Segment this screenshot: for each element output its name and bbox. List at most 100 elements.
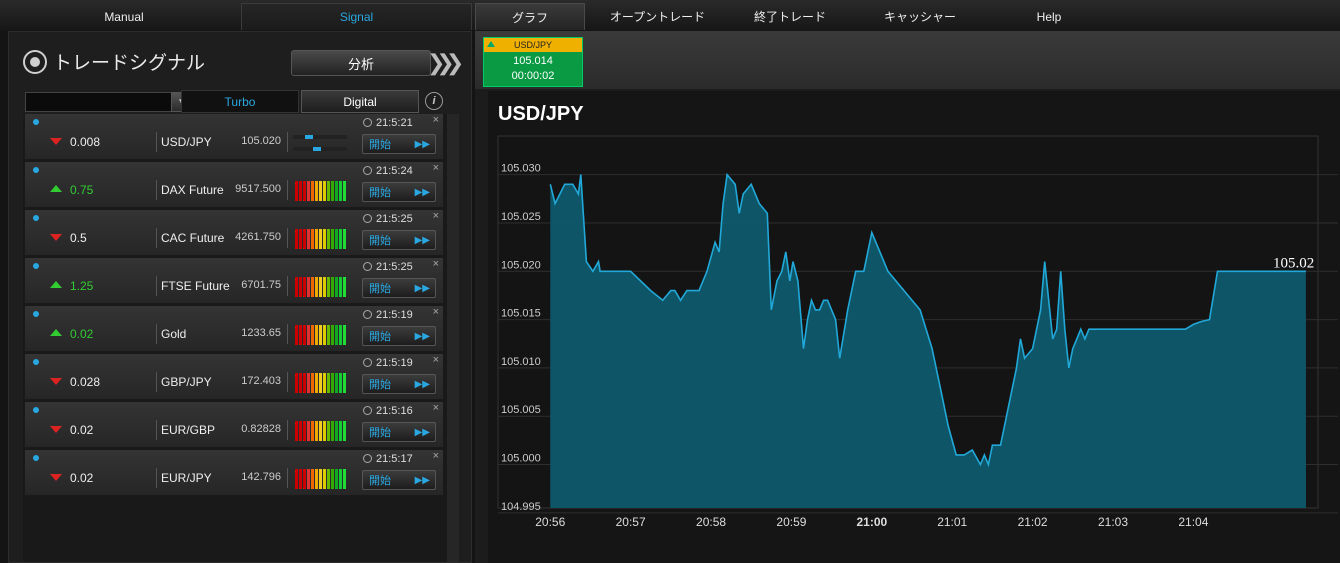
- change-value: 1.25: [70, 279, 94, 293]
- mini-ticker-timer: 00:00:02: [511, 70, 555, 82]
- start-button[interactable]: 開始 ▶▶: [362, 470, 436, 490]
- change-value: 0.008: [70, 135, 101, 149]
- start-button[interactable]: 開始 ▶▶: [362, 182, 436, 202]
- down-arrow-icon: [50, 378, 62, 385]
- x-tick-label: 21:00: [856, 515, 887, 529]
- start-button-label: 開始: [369, 379, 391, 391]
- start-button[interactable]: 開始 ▶▶: [362, 422, 436, 442]
- up-arrow-icon: [50, 185, 62, 192]
- signal-strength-meter-secondary: [293, 147, 347, 151]
- start-button[interactable]: 開始 ▶▶: [362, 326, 436, 346]
- double-chevron-right-icon: ▶▶: [414, 234, 430, 246]
- tab-help[interactable]: Help: [1036, 9, 1062, 24]
- divider: [156, 276, 157, 296]
- start-button[interactable]: 開始 ▶▶: [362, 374, 436, 394]
- info-icon[interactable]: i: [425, 92, 443, 110]
- close-icon[interactable]: ×: [432, 258, 439, 270]
- price-area: [550, 174, 1306, 508]
- top-navigation: Manual Signal グラフ オープントレード 終了トレード キャッシャー…: [0, 0, 1340, 31]
- tab-manual[interactable]: Manual: [104, 9, 144, 24]
- start-button-label: 開始: [369, 283, 391, 295]
- divider: [287, 324, 288, 344]
- double-chevron-right-icon: ▶▶: [414, 474, 430, 486]
- y-tick-label: 104.995: [501, 501, 541, 513]
- start-button[interactable]: 開始 ▶▶: [362, 278, 436, 298]
- symbol-label: EUR/GBP: [161, 423, 216, 437]
- subtab-digital[interactable]: Digital: [301, 90, 419, 113]
- status-dot: [33, 167, 39, 173]
- down-arrow-icon: [50, 138, 62, 145]
- signal-time-text: 21:5:17: [376, 453, 413, 465]
- signal-time: 21:5:25: [363, 261, 413, 273]
- signal-row-eur-jpy[interactable]: × 0.02 EUR/JPY 142.796 21:5:17 開始 ▶▶: [25, 450, 443, 496]
- close-icon[interactable]: ×: [432, 402, 439, 414]
- status-dot: [33, 455, 39, 461]
- clock-icon: [363, 406, 372, 415]
- down-arrow-icon: [50, 234, 62, 241]
- signal-strength-meter: [293, 181, 349, 201]
- signal-row-gold[interactable]: × 0.02 Gold 1233.65 21:5:19 開始 ▶▶: [25, 306, 443, 352]
- x-tick-label: 20:57: [616, 515, 646, 529]
- subtab-turbo[interactable]: Turbo: [181, 90, 299, 113]
- divider: [287, 276, 288, 296]
- analyze-button[interactable]: 分析: [291, 50, 431, 76]
- symbol-label: EUR/JPY: [161, 471, 212, 485]
- y-tick-label: 105.000: [501, 453, 541, 465]
- signal-row-usd-jpy[interactable]: × 0.008 USD/JPY 105.020 21:5:21 開始 ▶▶: [25, 114, 443, 160]
- chart-title: USD/JPY: [498, 103, 584, 125]
- signal-row-eur-gbp[interactable]: × 0.02 EUR/GBP 0.82828 21:5:16 開始 ▶▶: [25, 402, 443, 448]
- clock-icon: [363, 166, 372, 175]
- change-value: 0.02: [70, 327, 94, 341]
- tab-open-trades[interactable]: オープントレード: [609, 10, 706, 24]
- close-icon[interactable]: ×: [432, 450, 439, 462]
- tab-closed-trades[interactable]: 終了トレード: [753, 10, 826, 24]
- double-chevron-right-icon: ▶▶: [414, 378, 430, 390]
- close-icon[interactable]: ×: [432, 162, 439, 174]
- clock-icon: [363, 118, 372, 127]
- change-value: 0.5: [70, 231, 87, 245]
- signal-row-dax-future[interactable]: × 0.75 DAX Future 9517.500 21:5:24 開始 ▶▶: [25, 162, 443, 208]
- close-icon[interactable]: ×: [432, 210, 439, 222]
- mini-ticker[interactable]: USD/JPY 105.014 00:00:02: [483, 37, 583, 87]
- symbol-label: CAC Future: [161, 231, 225, 245]
- start-button[interactable]: 開始 ▶▶: [362, 230, 436, 250]
- signal-subtabs: ▼ Turbo Digital i: [23, 90, 443, 114]
- x-tick-label: 20:59: [776, 515, 806, 529]
- up-arrow-icon: [50, 281, 62, 288]
- clock-icon: [363, 262, 372, 271]
- signal-row-gbp-jpy[interactable]: × 0.028 GBP/JPY 172.403 21:5:19 開始 ▶▶: [25, 354, 443, 400]
- chevron-right-icon[interactable]: ❯❯❯: [427, 50, 464, 75]
- divider: [156, 228, 157, 248]
- price-chart[interactable]: 105.030 105.025 105.020 105.015 105.010 105.0…: [488, 91, 1340, 563]
- clock-icon: [363, 358, 372, 367]
- double-chevron-right-icon: ▶▶: [414, 330, 430, 342]
- signal-row-ftse-future[interactable]: × 1.25 FTSE Future 6701.75 21:5:25 開始 ▶▶: [25, 258, 443, 304]
- down-arrow-icon: [50, 474, 62, 481]
- status-dot: [33, 215, 39, 221]
- close-icon[interactable]: ×: [432, 114, 439, 126]
- signal-strength-meter: [293, 373, 349, 393]
- price-value: 6701.75: [241, 279, 281, 291]
- price-value: 0.82828: [241, 423, 281, 435]
- up-arrow-icon: [50, 329, 62, 336]
- signal-icon: [23, 49, 47, 74]
- divider: [156, 132, 157, 152]
- instrument-dropdown[interactable]: [25, 92, 177, 112]
- signal-list-scrollbar[interactable]: [447, 114, 459, 562]
- start-button[interactable]: 開始 ▶▶: [362, 134, 436, 154]
- close-icon[interactable]: ×: [432, 306, 439, 318]
- tab-graph[interactable]: グラフ: [475, 3, 585, 30]
- tab-signal[interactable]: Signal: [241, 3, 472, 30]
- tab-cashier[interactable]: キャッシャー: [883, 10, 956, 24]
- x-tick-label: 21:03: [1098, 515, 1128, 529]
- price-value: 1233.65: [241, 327, 281, 339]
- status-dot: [33, 119, 39, 125]
- close-icon[interactable]: ×: [432, 354, 439, 366]
- change-value: 0.02: [70, 423, 94, 437]
- chart-svg: 105.030 105.025 105.020 105.015 105.010 105.0…: [497, 135, 1338, 529]
- up-arrow-icon: [487, 41, 495, 47]
- signal-strength-meter: [293, 469, 349, 489]
- signal-row-cac-future[interactable]: × 0.5 CAC Future 4261.750 21:5:25 開始 ▶▶: [25, 210, 443, 256]
- double-chevron-right-icon: ▶▶: [414, 186, 430, 198]
